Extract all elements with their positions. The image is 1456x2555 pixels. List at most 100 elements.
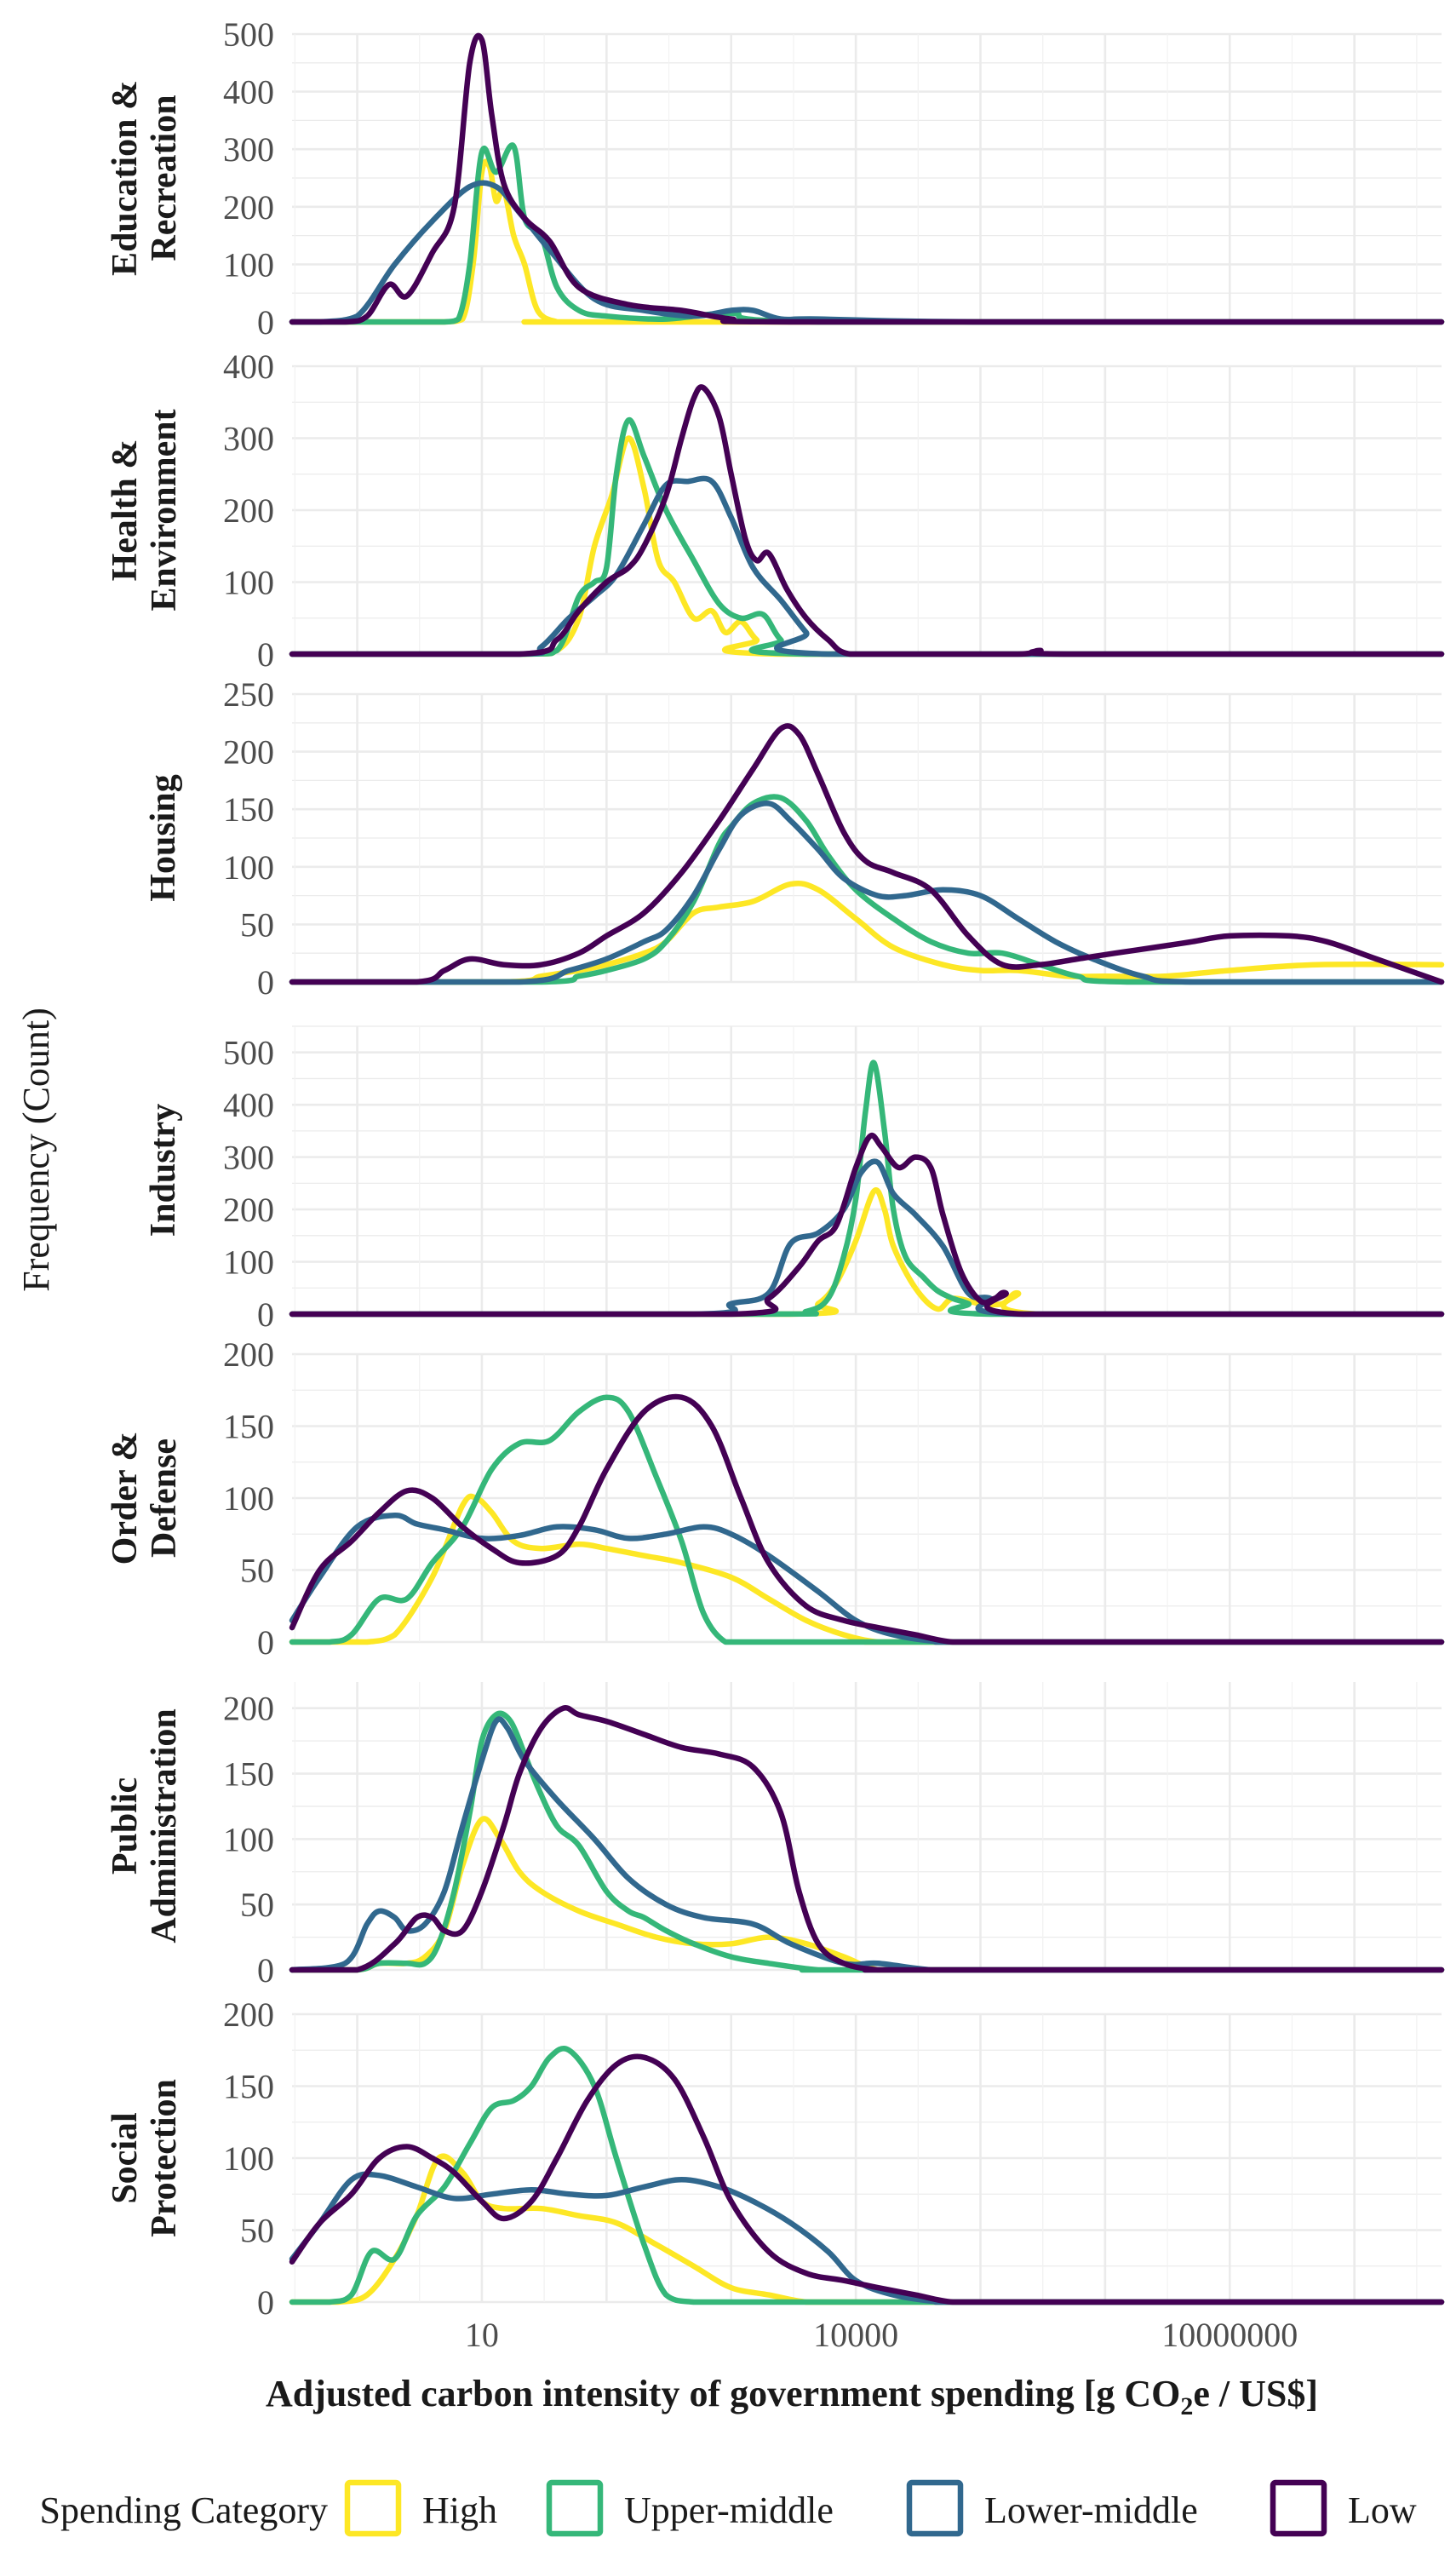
y-tick-label: 200 — [223, 1690, 274, 1728]
series-line-lower-middle — [289, 475, 1445, 657]
y-tick-label: 400 — [223, 73, 274, 112]
facet-panel-5: 0 50 100 150 200 Order &Defense — [106, 1335, 1445, 1662]
y-tick-label: 100 — [223, 1820, 274, 1858]
y-tick-label: 100 — [223, 1243, 274, 1282]
legend-item-high: High — [344, 2479, 497, 2537]
facet-label-line: Defense — [145, 1438, 184, 1558]
legend-key — [906, 2479, 964, 2537]
y-tick-label: 0 — [257, 1623, 274, 1662]
facet-panel-1: 0 100 200 300 400 500 Education &Recreation — [106, 15, 1445, 342]
legend-item-upper-middle: Upper-middle — [546, 2479, 834, 2537]
legend: Spending Category High Upper-middle Lower-… — [39, 2479, 1417, 2537]
y-tick-label: 0 — [257, 635, 274, 674]
x-axis-title-part-1: Adjusted carbon intensity of government … — [266, 2373, 1180, 2414]
facet-label-line: Industry — [144, 1104, 183, 1237]
legend-label: Low — [1348, 2489, 1417, 2531]
y-tick-label: 200 — [223, 188, 274, 227]
facet-label-line: Administration — [145, 1708, 184, 1943]
y-tick-label: 50 — [240, 905, 274, 944]
series-line-upper-middle — [289, 1394, 1445, 1645]
y-tick-label: 100 — [223, 1479, 274, 1518]
legend-label: Upper-middle — [624, 2489, 834, 2531]
series-line-upper-middle — [289, 794, 1445, 985]
facet-panel-2: 0 100 200 300 400 Health &Environment — [106, 347, 1445, 674]
x-tick-label: 10 — [465, 2316, 499, 2354]
facet-panel-4: 0 100 200 300 400 500 Industry — [144, 1025, 1445, 1334]
y-tick-label: 400 — [223, 1086, 274, 1124]
facet-label-line: Social — [106, 2112, 145, 2203]
legend-label: Lower-middle — [984, 2489, 1198, 2531]
y-tick-label: 200 — [223, 1191, 274, 1229]
legend-label: High — [422, 2489, 497, 2531]
legend-key — [344, 2479, 402, 2537]
y-tick-label: 100 — [223, 245, 274, 284]
facet-panel-7: 0 50 100 150 200 SocialProtection — [106, 1995, 1445, 2322]
legend-items: High Upper-middle Lower-middle Low — [344, 2479, 1417, 2537]
y-tick-label: 0 — [257, 963, 274, 1002]
y-tick-label: 300 — [223, 420, 274, 458]
x-axis-title-subscript: 2 — [1180, 2392, 1193, 2420]
series-line-low — [289, 384, 1445, 657]
legend-item-lower-middle: Lower-middle — [906, 2479, 1198, 2537]
y-tick-label: 200 — [223, 1335, 274, 1374]
y-tick-label: 100 — [223, 564, 274, 602]
series-line-upper-middle — [289, 2046, 1445, 2305]
y-tick-label: 0 — [257, 1295, 274, 1334]
facet-label-line: Housing — [144, 774, 183, 901]
facet-label: PublicAdministration — [106, 1708, 184, 1943]
series-line-low — [289, 723, 1445, 985]
series-line-upper-middle — [289, 417, 1445, 657]
y-tick-label: 500 — [223, 1034, 274, 1072]
facet-label-line: Environment — [145, 409, 184, 611]
y-tick-label: 50 — [240, 2212, 274, 2250]
y-tick-label: 300 — [223, 130, 274, 169]
y-tick-label: 150 — [223, 790, 274, 829]
y-tick-label: 200 — [223, 491, 274, 530]
facet-panel-3: 0 50 100 150 200 250 Housing — [144, 675, 1445, 1002]
series-line-low — [289, 1704, 1445, 1973]
y-tick-label: 500 — [223, 15, 274, 54]
facet-label: Education &Recreation — [106, 80, 184, 276]
y-tick-label: 150 — [223, 1408, 274, 1446]
series-line-low — [289, 32, 1445, 325]
y-tick-label: 0 — [257, 303, 274, 342]
facet-label-line: Health & — [106, 439, 145, 582]
y-tick-label: 200 — [223, 733, 274, 772]
y-tick-label: 0 — [257, 2283, 274, 2322]
y-tick-label: 0 — [257, 1951, 274, 1989]
series-line-low — [289, 2053, 1445, 2305]
x-axis-title: Adjusted carbon intensity of government … — [266, 2373, 1318, 2420]
y-tick-label: 400 — [223, 347, 274, 386]
series-line-upper-middle — [289, 1710, 1445, 1973]
y-tick-label: 250 — [223, 675, 274, 714]
series-line-high — [289, 1187, 1445, 1318]
facet-label: SocialProtection — [106, 2079, 184, 2237]
legend-key — [1270, 2479, 1327, 2537]
legend-title: Spending Category — [39, 2489, 328, 2531]
legend-item-low: Low — [1270, 2479, 1417, 2537]
y-tick-label: 200 — [223, 1995, 274, 2034]
series-line-lower-middle — [289, 801, 1445, 985]
y-tick-label: 150 — [223, 2068, 274, 2106]
facet-label-line: Public — [106, 1777, 145, 1875]
y-tick-label: 100 — [223, 848, 274, 887]
facet-panel-6: 0 50 100 150 200 PublicAdministration — [106, 1682, 1445, 1989]
series-line-high — [289, 435, 1445, 657]
series-line-low — [289, 1393, 1445, 1645]
x-tick-label: 10000 — [813, 2316, 898, 2354]
facet-label: Health &Environment — [106, 409, 184, 611]
facet-label: Order &Defense — [106, 1432, 184, 1565]
facet-label-line: Protection — [145, 2079, 184, 2237]
legend-key — [546, 2479, 604, 2537]
y-tick-label: 50 — [240, 1886, 274, 1924]
y-tick-label: 300 — [223, 1139, 274, 1177]
y-tick-label: 50 — [240, 1552, 274, 1590]
facet-label-line: Education & — [106, 80, 145, 276]
facet-label: Industry — [144, 1104, 183, 1237]
y-axis-title: Frequency (Count) — [15, 1008, 57, 1292]
series-line-lower-middle — [289, 1158, 1445, 1318]
y-tick-label: 100 — [223, 2139, 274, 2178]
facet-label-line: Order & — [106, 1432, 145, 1565]
series-line-low — [289, 1132, 1445, 1318]
